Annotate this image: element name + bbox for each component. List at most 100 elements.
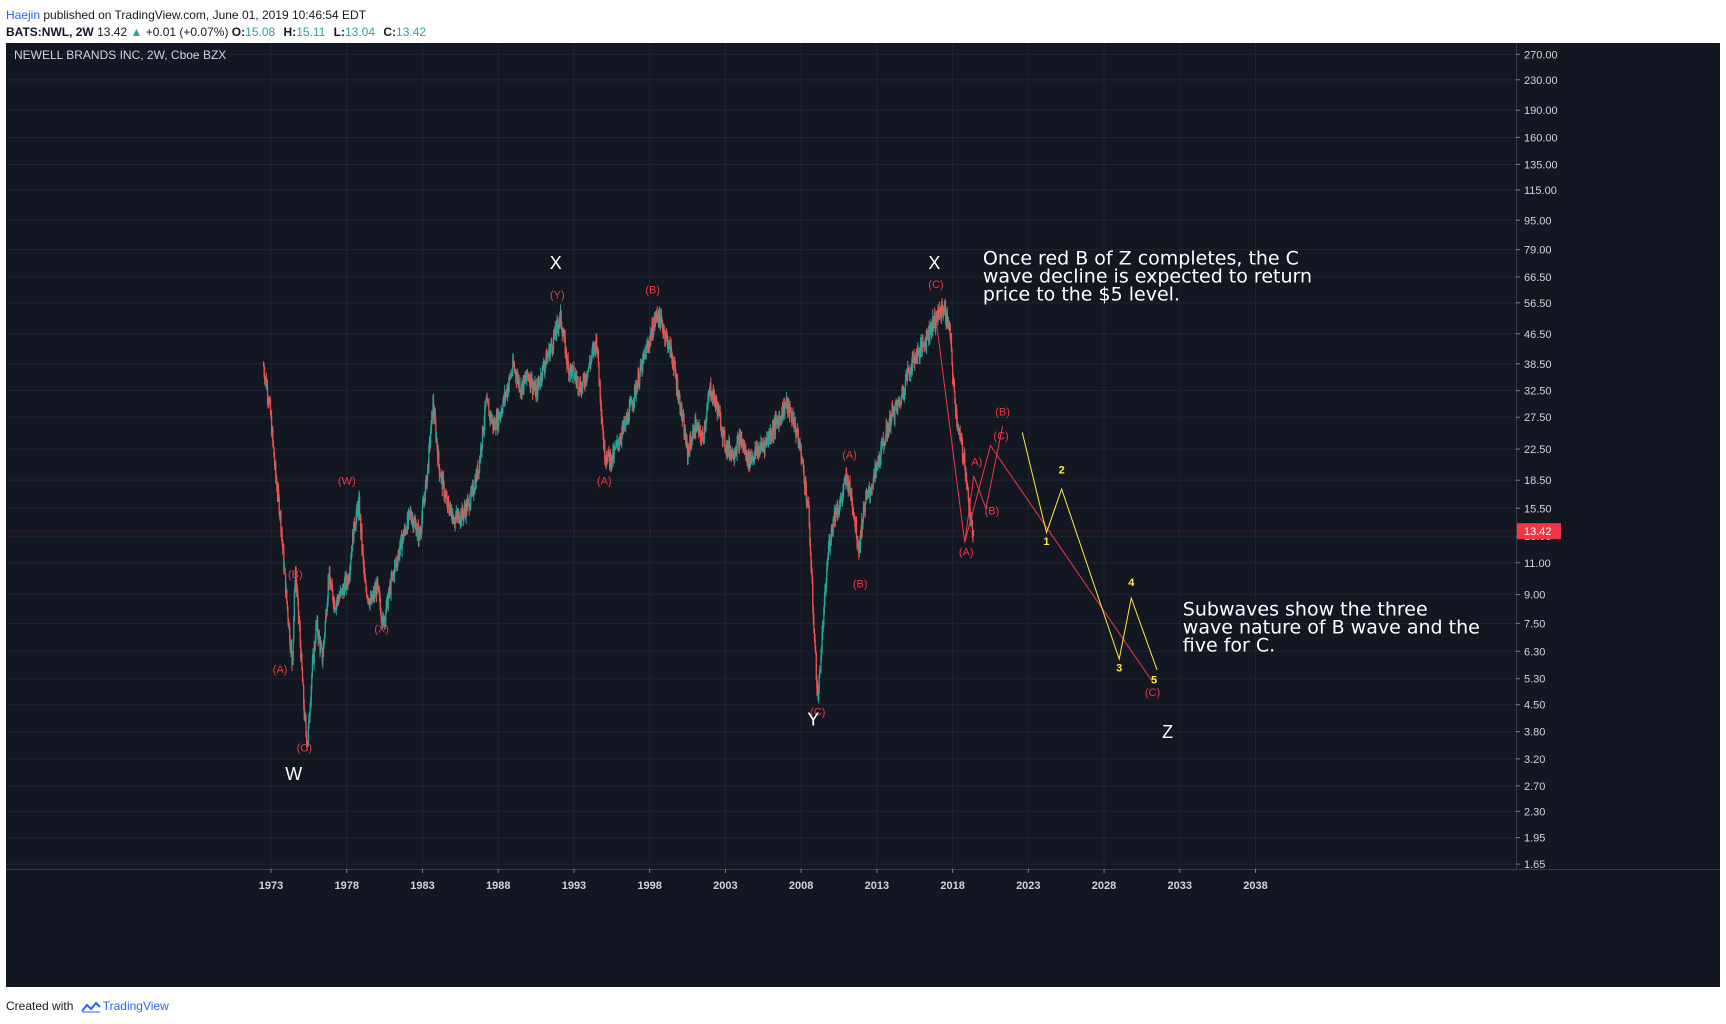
wave-label: (A) [273,664,288,676]
time-tick-label: 1973 [259,880,283,892]
candle-body [706,410,708,420]
candle-body [909,371,911,375]
candle-body [603,436,605,450]
candle-body [435,423,437,439]
candle-body [585,375,587,381]
candle-body [340,590,342,592]
candle-body [693,435,696,437]
candle-body [889,414,891,428]
annotation-line: five for C. [1183,634,1275,656]
candle-body [311,661,314,675]
candle-body [820,651,823,657]
candle-body [943,306,946,311]
candle-body [770,436,773,439]
price-tick-label: 18.50 [1524,475,1552,487]
candle-body [362,548,364,558]
candle-body [939,310,941,313]
candle-body [672,364,675,369]
candle-body [576,378,578,382]
time-axis[interactable]: 1973 1978 1983 1988 1993 1998 2003 2008 2013 2018… [6,869,1720,892]
candle-body [802,461,805,472]
wave-label: (A) [959,547,974,559]
candle-body [830,540,832,545]
candle-body [332,590,334,600]
candle-body [870,492,872,494]
candle-body [682,416,685,419]
price-tick-label: 15.50 [1524,503,1552,515]
candle-body [554,327,556,335]
candle-body [952,376,954,379]
candle-body [826,568,828,582]
price-axis[interactable]: 270.00 230.00 190.00 160.00 135.00 115.00 95.0… [1516,43,1561,871]
candle-body [703,426,706,439]
candle-body [459,522,461,524]
candle-body [835,507,837,514]
candle-body [675,374,677,379]
candle-body [633,400,635,405]
wave-label: (C) [810,707,825,719]
candle-body [596,347,598,352]
quote-bar: BATS:NWL, 2W 13.42 ▲ +0.01 (+0.07%) O:15… [6,23,431,41]
candle-body [284,568,286,574]
candle-body [265,377,267,389]
candle-body [784,404,787,406]
candle-body [710,396,713,399]
candle-body [305,732,308,744]
price-tick-label: 5.30 [1524,674,1545,686]
candle-body [477,470,480,477]
candle-body [971,521,973,535]
chart-area[interactable]: (A) (B) (C) (W) (X) (Y) (A) (B) (C) (A) (B) (C) (A) A… [6,43,1720,987]
tradingview-brand-link[interactable]: TradingView [102,999,169,1013]
candle-body [707,396,710,399]
candle-body [356,506,358,509]
candle-body [756,446,758,454]
candle-body [526,369,528,376]
candle-body [619,439,622,441]
time-tick-label: 2028 [1092,880,1116,892]
close-label: C: [383,25,397,39]
price-tick-label: 160.00 [1524,132,1558,144]
candle-body [358,497,361,519]
wave-label: Z [1162,722,1173,742]
candle-body [812,582,814,607]
wave-label: (C) [928,279,943,291]
candle-body [291,651,293,664]
candle-body [907,367,909,374]
candle-body [668,341,670,348]
candle-body [304,713,307,721]
candle-body [767,436,770,443]
price-tick-label: 270.00 [1524,49,1558,61]
candle-body [578,389,580,391]
candle-body [890,423,892,428]
time-tick-label: 1993 [562,880,586,892]
candle-body [552,336,555,350]
candle-body [416,526,418,534]
candle-body [720,430,722,433]
candle-body [922,339,924,345]
candle-body [734,453,736,459]
annotation-line: wave nature of B wave and the [1183,616,1480,638]
candle-body [600,406,602,417]
candle-body [531,378,534,392]
candle-body [937,307,939,319]
price-chart[interactable]: (A) (B) (C) (W) (X) (Y) (A) (B) (C) (A) (B) (C) (A) A… [6,43,1720,987]
candle-body [926,330,928,335]
candle-body [464,507,466,511]
candle-body [501,411,503,413]
candle-body [307,741,309,747]
candle-body [508,384,510,392]
candle-body [269,399,271,401]
candle-body [350,559,352,565]
candle-body [547,355,549,357]
candle-body [502,403,504,412]
candle-body [321,645,323,649]
candle-body [420,531,422,533]
author-link[interactable]: Haejin [6,8,41,22]
candle-body [390,577,392,594]
candle-body [577,377,579,390]
candle-body [539,383,541,385]
candle-body [264,378,266,380]
candle-body [638,382,640,387]
candle-body [348,577,350,583]
candle-body [707,398,709,406]
